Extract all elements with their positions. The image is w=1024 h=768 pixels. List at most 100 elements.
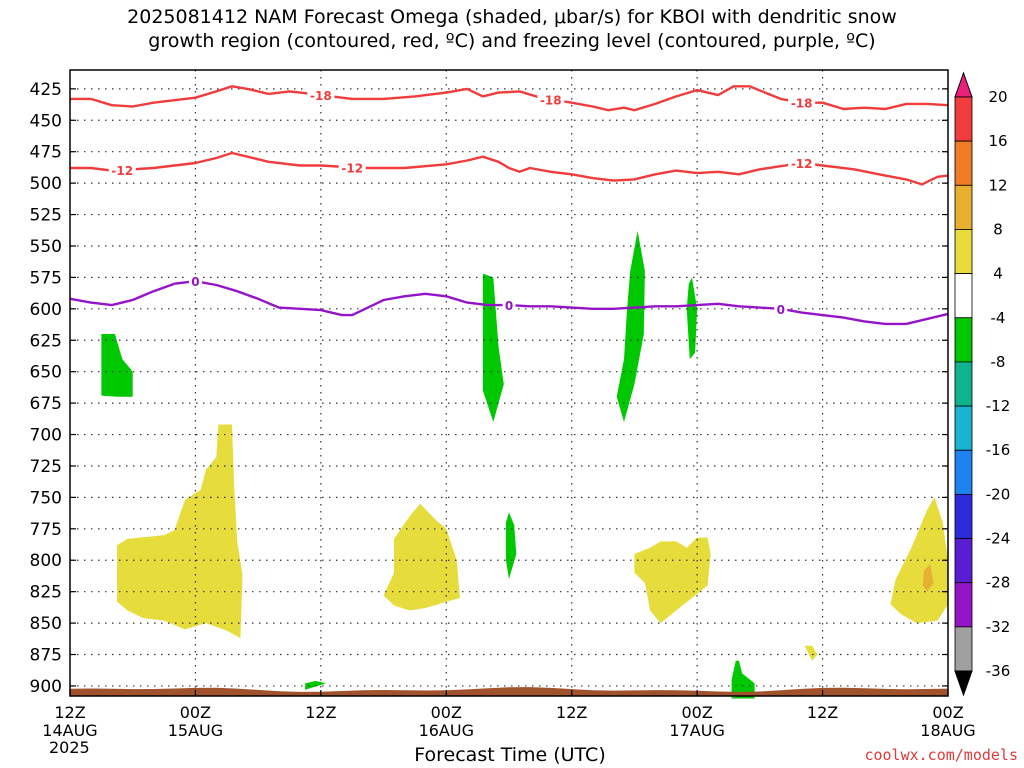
y-tick-label-8: 625 (30, 331, 62, 351)
colorbar-label-0: 20 (988, 88, 1007, 106)
x-tick-date-5: 17AUG (669, 721, 724, 740)
y-tick-label-5: 550 (30, 237, 62, 257)
omega-region-5 (731, 660, 755, 699)
omega-region-1 (482, 273, 504, 422)
contour-label-0-2: -18 (791, 97, 813, 111)
x-axis-title: Forecast Time (UTC) (414, 744, 606, 766)
colorbar-label-1: 16 (988, 132, 1007, 150)
omega-region-8 (383, 503, 460, 611)
colorbar-cell-12 (954, 626, 973, 672)
omega-region-0 (101, 334, 133, 397)
x-tick-label-5: 00Z (681, 703, 712, 722)
colorbar-label-8: -16 (986, 441, 1011, 459)
y-tick-label-14: 775 (30, 520, 62, 540)
colorbar-cell-3 (954, 229, 973, 275)
x-tick-label-4: 12Z (556, 703, 587, 722)
colorbar-cell-10 (954, 538, 973, 584)
y-tick-label-13: 750 (30, 488, 62, 508)
y-axis-tick-labels: 425 450 475 500 525 550 575 600 625 650 675 700 725 7… (30, 80, 948, 697)
chart-title-line-2: growth region (contoured, red, ºC) and f… (148, 30, 876, 52)
y-tick-label-12: 725 (30, 457, 62, 477)
plot-frame (69, 69, 949, 697)
omega-region-4 (505, 512, 517, 580)
x-tick-label-6: 12Z (807, 703, 838, 722)
colorbar-cell-11 (954, 582, 973, 628)
x-tick-date-3: 16AUG (419, 721, 474, 740)
terrain-band (70, 687, 948, 696)
contour-label-bg-0-1 (537, 92, 565, 107)
x-tick-label-1: 00Z (180, 703, 211, 722)
contour-label-bg-0-2 (788, 95, 816, 110)
contour-line-1 (70, 151, 949, 186)
colorbar-cell-4 (954, 273, 973, 319)
contour-line-0 (70, 85, 949, 112)
colorbar-cell-6 (954, 361, 973, 407)
contour-label-1-2: -12 (791, 157, 813, 171)
contour-lines: -18 -18 -18 -12 -12 -12 0 0 0 (69, 85, 949, 326)
colorbar-bottom-arrow (954, 670, 973, 697)
colorbar-cell-7 (954, 405, 973, 451)
contour-label-bg-0-0 (307, 88, 335, 103)
y-tick-label-10: 675 (30, 394, 62, 414)
x-tick-date-0: 14AUG (42, 721, 97, 740)
contour-label-bg-2-1 (502, 298, 516, 313)
y-tick-label-18: 875 (30, 646, 62, 666)
colorbar-label-2: 12 (988, 176, 1007, 194)
omega-region-9 (634, 537, 711, 624)
colorbar-cell-2 (954, 184, 973, 230)
contour-label-1-1: -12 (341, 161, 363, 175)
y-tick-label-3: 500 (30, 174, 62, 194)
colorbar-cell-5 (954, 317, 973, 363)
contour-label-bg-1-0 (108, 162, 136, 177)
omega-region-7 (117, 424, 243, 639)
colorbar-label-9: -20 (986, 485, 1011, 503)
y-tick-label-11: 700 (30, 426, 62, 446)
y-tick-label-7: 600 (30, 300, 62, 320)
contour-label-0-1: -18 (540, 93, 562, 107)
y-tick-label-0: 425 (30, 80, 62, 100)
colorbar-label-5: -4 (991, 309, 1006, 327)
colorbar-label-3: 8 (993, 220, 1003, 238)
colorbar-label-7: -12 (986, 397, 1011, 415)
y-tick-label-19: 900 (30, 677, 62, 697)
y-tick-label-6: 575 (30, 268, 62, 288)
site-credit: coolwx.com/models (864, 746, 1018, 764)
contour-label-0-0: -18 (310, 89, 332, 103)
y-tick-label-4: 525 (30, 206, 62, 226)
x-tick-label-7: 00Z (932, 703, 963, 722)
y-tick-label-9: 650 (30, 363, 62, 383)
colorbar-cell-0 (954, 96, 973, 142)
contour-label-bg-2-0 (188, 274, 202, 289)
contour-label-bg-1-1 (338, 160, 366, 175)
colorbar-label-10: -24 (986, 530, 1011, 548)
y-tick-label-1: 450 (30, 111, 62, 131)
colorbar-label-13: -36 (986, 662, 1011, 680)
contour-label-1-0: -12 (111, 164, 133, 178)
omega-shaded-regions (101, 230, 948, 699)
omega-region-10 (890, 497, 948, 624)
omega-region-12 (922, 564, 934, 592)
y-tick-label-17: 850 (30, 614, 62, 634)
x-tick-label-3: 00Z (431, 703, 462, 722)
colorbar-cell-1 (954, 140, 973, 186)
colorbar-cell-9 (954, 493, 973, 539)
colorbar-top-arrow (954, 71, 973, 98)
y-tick-label-15: 800 (30, 551, 62, 571)
x-tick-label-2: 12Z (305, 703, 336, 722)
colorbar-label-6: -8 (991, 353, 1006, 371)
omega-region-6 (305, 680, 327, 690)
y-tick-label-16: 825 (30, 583, 62, 603)
contour-label-2-0: 0 (191, 275, 199, 289)
plot-border (69, 69, 949, 697)
x-tick-date-1: 15AUG (168, 721, 223, 740)
x-tick-date-7: 18AUG (920, 721, 975, 740)
year-label: 2025 (49, 738, 90, 757)
omega-region-2 (616, 230, 645, 422)
colorbar-cell-8 (954, 449, 973, 495)
terrain-fill (70, 687, 948, 696)
omega-region-3 (686, 277, 698, 360)
colorbar-label-11: -28 (986, 574, 1011, 592)
y-tick-label-2: 475 (30, 143, 62, 163)
